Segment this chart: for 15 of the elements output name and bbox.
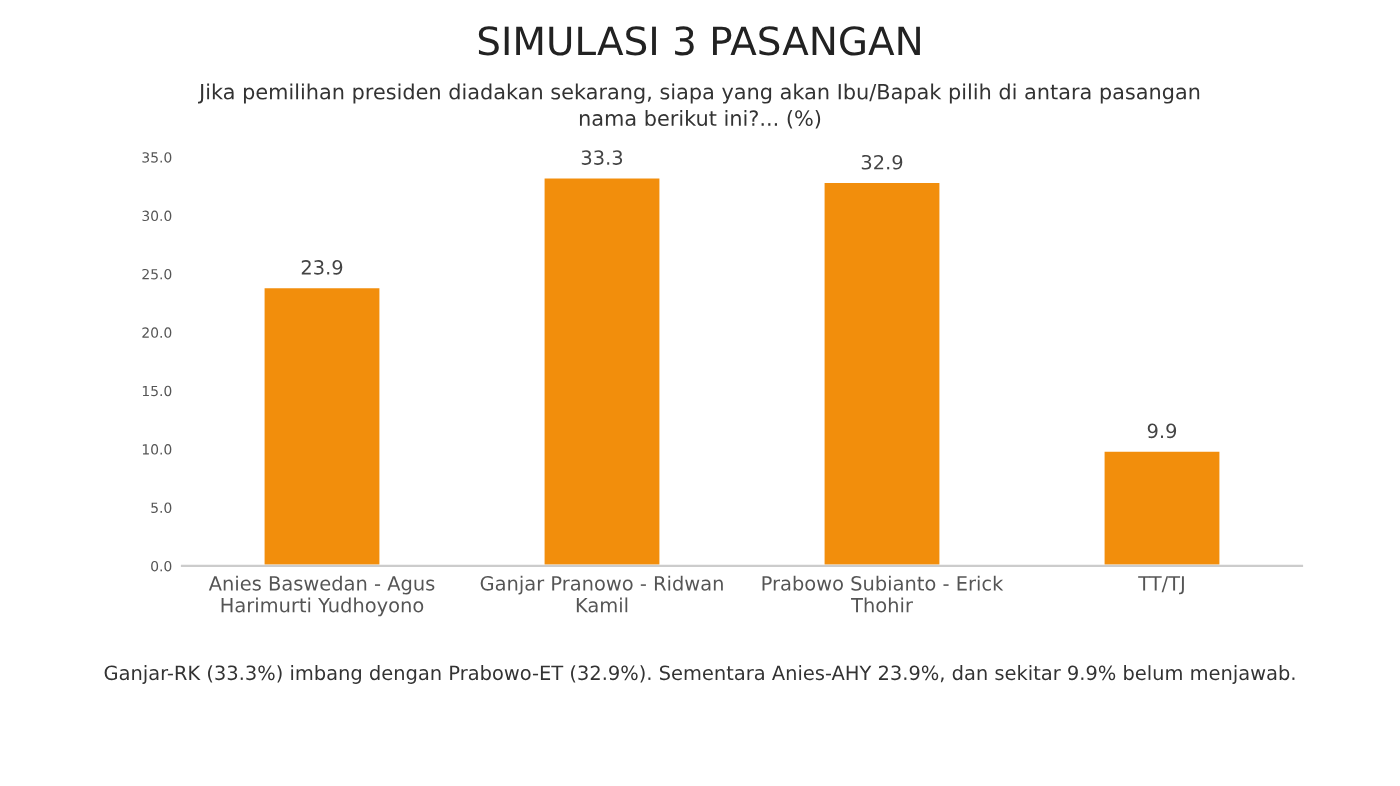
text: Ganjar-RK (33.3%) imbang dengan Prabowo-ET (32.9%). Sementara Anies-AHY 23.9%, dan sekitar 9.9% belum menjawab. xyxy=(104,665,1295,684)
bar xyxy=(1101,448,1223,566)
chart-title: SIMULASI 3 PASANGAN xyxy=(478,26,920,56)
data-label: 33.3 xyxy=(581,150,623,165)
data-label: 32.9 xyxy=(861,154,903,170)
chart-subtitle: Jika pemilihan presiden diadakan sekarang, siapa yang akan Ibu/Bapak pilih di antara pasangan nama berikut ini?... (%) xyxy=(198,83,1200,129)
x-tick-label: Prabowo Subianto - Erick Thohir xyxy=(762,575,1004,613)
x-tick-label: Anies Baswedan - Agus Harimurti Yudhoyono xyxy=(208,575,435,617)
x-tick-label: Ganjar Pranowo - Ridwan Kamil xyxy=(480,575,723,613)
x-tick-label: TT/TJ xyxy=(1138,576,1184,595)
data-label: 9.9 xyxy=(1147,423,1177,439)
bar xyxy=(541,175,663,566)
bar xyxy=(821,180,943,566)
bar xyxy=(261,285,383,566)
data-label: 23.9 xyxy=(301,260,343,275)
